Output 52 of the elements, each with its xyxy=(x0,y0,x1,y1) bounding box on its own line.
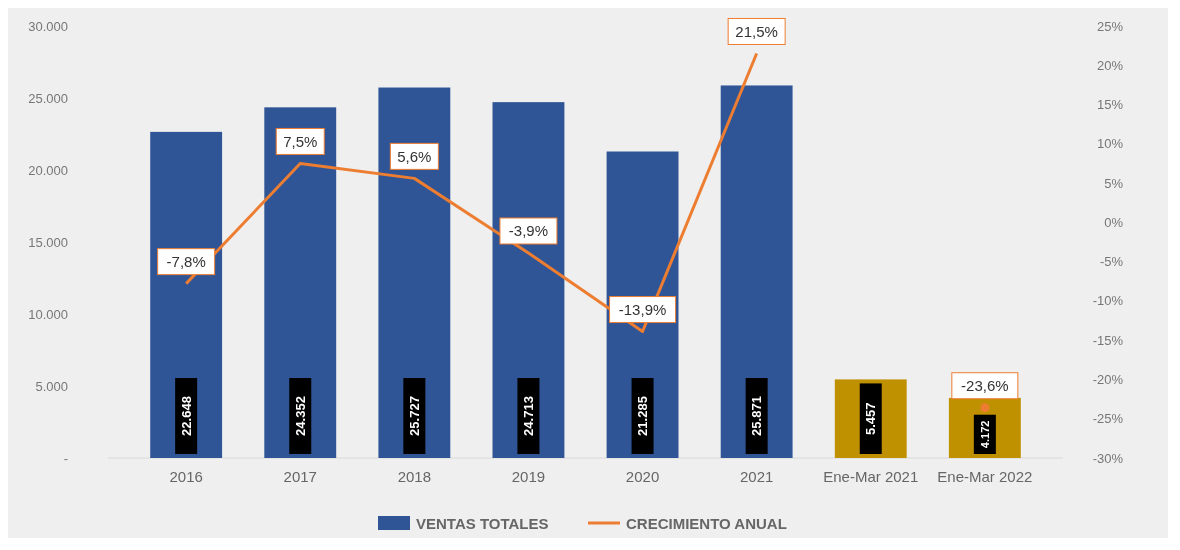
y2-tick-label: -10% xyxy=(1092,293,1124,309)
y2-tick-label: 5% xyxy=(1104,175,1124,191)
label-plate: 5.457 xyxy=(859,383,882,454)
data-label: 25.871 xyxy=(749,396,765,436)
x-tick-label: 2017 xyxy=(283,468,317,485)
y-tick-label: 20.000 xyxy=(28,162,68,178)
x-tick-label: Ene-Mar 2022 xyxy=(937,468,1033,485)
y-tick-label: 30.000 xyxy=(28,18,68,34)
y-tick-label: - xyxy=(63,450,68,466)
data-label: -7,8% xyxy=(166,253,206,271)
y-tick-label: 5.000 xyxy=(35,378,68,394)
data-label: -3,9% xyxy=(508,222,549,240)
y-tick-label: 25.000 xyxy=(28,90,68,106)
y2-tick-label: -5% xyxy=(1099,254,1124,270)
x-tick-label: 2016 xyxy=(169,468,203,485)
label-plate: 21.285 xyxy=(631,378,654,454)
label-plate: 24.352 xyxy=(289,378,312,454)
data-label: 5,6% xyxy=(397,147,432,165)
data-label: 21.285 xyxy=(635,396,651,436)
x-tick-label: Ene-Mar 2021 xyxy=(823,468,919,485)
data-label: 25.727 xyxy=(406,396,422,436)
data-label: 22.648 xyxy=(178,396,194,436)
label-plate: 25.727 xyxy=(403,378,426,454)
data-label: 24.352 xyxy=(292,396,308,436)
y2-tick-label: -25% xyxy=(1092,411,1124,427)
x-tick-label: 2021 xyxy=(739,468,774,485)
data-label: -23,6% xyxy=(961,377,1009,395)
x-tick-label: 2019 xyxy=(511,468,546,485)
data-label: 5.457 xyxy=(863,402,879,435)
legend-label: CRECIMIENTO ANUAL xyxy=(626,514,787,532)
data-label: 7,5% xyxy=(283,132,318,150)
y2-tick-label: 0% xyxy=(1104,214,1124,230)
label-plate: 25.871 xyxy=(745,378,768,454)
y-tick-label: 10.000 xyxy=(28,306,68,322)
x-tick-label: 2018 xyxy=(397,468,432,485)
y2-tick-label: -30% xyxy=(1092,450,1124,466)
data-label: 4.172 xyxy=(978,420,991,449)
y2-tick-label: 25% xyxy=(1096,18,1124,34)
data-label: 21,5% xyxy=(735,22,778,40)
y2-tick-label: 20% xyxy=(1096,57,1124,73)
data-label: -13,9% xyxy=(618,301,667,319)
y2-tick-label: 10% xyxy=(1096,136,1124,152)
legend-label: VENTAS TOTALES xyxy=(416,514,549,532)
y2-tick-label: 15% xyxy=(1096,97,1124,113)
bar xyxy=(720,85,793,458)
data-label: 24.713 xyxy=(520,396,536,436)
y2-tick-label: -15% xyxy=(1092,332,1124,348)
label-plate: 22.648 xyxy=(175,378,198,454)
y-tick-label: 15.000 xyxy=(28,234,68,250)
x-tick-label: 2020 xyxy=(625,468,660,485)
y2-tick-label: -20% xyxy=(1092,371,1124,387)
label-plate: 24.713 xyxy=(517,378,540,454)
